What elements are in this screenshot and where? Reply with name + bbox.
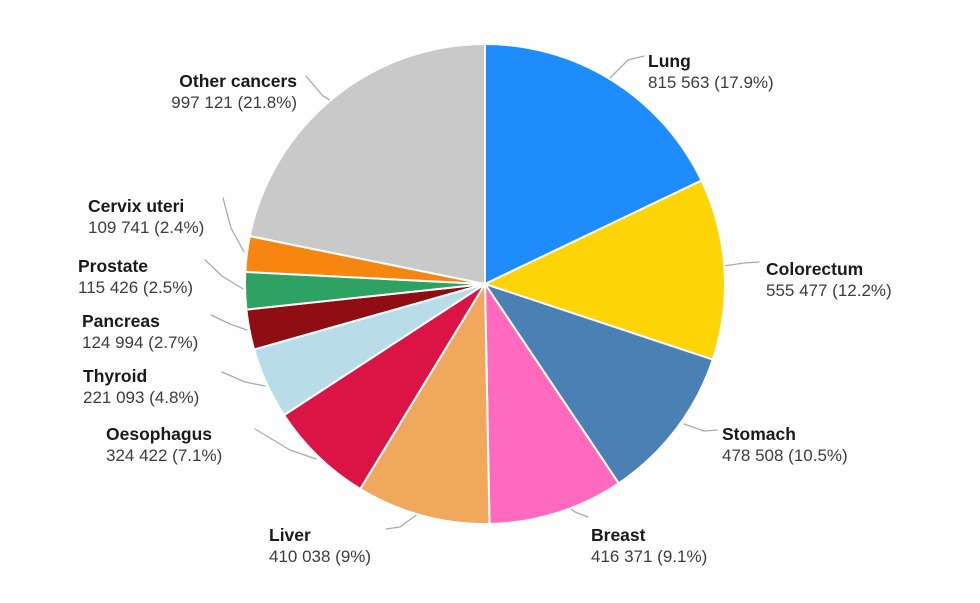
slice-label-lung: Lung 815 563 (17.9%) [648,50,774,94]
slice-label-cervix-uteri-name: Cervix uteri [88,196,185,216]
slice-label-colorectum: Colorectum 555 477 (12.2%) [766,258,892,302]
pie-slice-liver [359,283,491,526]
slice-label-thyroid: Thyroid 221 093 (4.8%) [83,365,199,409]
slice-label-thyroid-name: Thyroid [83,366,148,386]
pie-slice-colorectum [484,179,726,361]
leader-line-cervix-uteri [222,197,245,253]
slice-label-colorectum-name: Colorectum [766,259,864,279]
slice-label-prostate-value: 115 426 (2.5%) [78,278,193,297]
slice-label-stomach-name: Stomach [722,424,796,444]
slice-label-liver: Liver 410 038 (9%) [269,524,371,568]
slice-label-lung-name: Lung [648,51,691,71]
slice-label-stomach: Stomach 478 508 (10.5%) [722,423,848,467]
pie-slice-stomach [484,283,714,485]
leader-line-prostate [204,259,244,290]
slice-label-pancreas-name: Pancreas [82,311,160,331]
leader-lines [204,55,760,530]
leader-line-thyroid [221,371,266,387]
pie-slice-oesophagus [283,283,486,490]
slice-label-colorectum-value: 555 477 (12.2%) [766,281,892,300]
slice-label-other-cancers-name: Other cancers [179,71,297,91]
slice-label-breast-value: 416 371 (9.1%) [591,547,708,566]
slice-label-breast: Breast 416 371 (9.1%) [591,524,707,568]
leader-line-oesophagus [254,428,317,460]
slice-label-oesophagus-name: Oesophagus [106,424,212,444]
slice-label-prostate: Prostate 115 426 (2.5%) [78,255,193,299]
pie-slice-breast [484,283,620,525]
slice-label-other-cancers: Other cancers 997 121 (21.8%) [171,70,297,114]
pie-slice-lung [484,43,703,285]
slice-label-breast-name: Breast [591,525,646,545]
slice-label-prostate-name: Prostate [78,256,149,276]
slice-label-lung-value: 815 563 (17.9%) [648,73,774,92]
slice-label-other-cancers-value: 997 121 (21.8%) [171,93,297,112]
pie-slice-other-cancers [248,43,486,285]
slice-label-cervix-uteri: Cervix uteri 109 741 (2.4%) [88,195,204,239]
slice-label-liver-name: Liver [269,525,311,545]
slice-label-oesophagus: Oesophagus 324 422 (7.1%) [106,423,222,467]
leader-line-lung [607,55,645,81]
slice-label-liver-value: 410 038 (9%) [269,547,372,566]
slice-label-pancreas-value: 124 994 (2.7%) [82,333,199,352]
leader-line-pancreas [210,314,248,331]
leader-line-stomach [683,423,718,432]
slice-label-pancreas: Pancreas 124 994 (2.7%) [82,310,198,354]
slice-label-thyroid-value: 221 093 (4.8%) [83,388,200,407]
slice-label-cervix-uteri-value: 109 741 (2.4%) [88,218,205,237]
leader-line-liver [385,509,424,530]
leader-line-colorectum [723,261,760,267]
slice-label-stomach-value: 478 508 (10.5%) [722,446,848,465]
pie-slices [244,43,726,526]
slice-label-oesophagus-value: 324 422 (7.1%) [106,446,223,465]
